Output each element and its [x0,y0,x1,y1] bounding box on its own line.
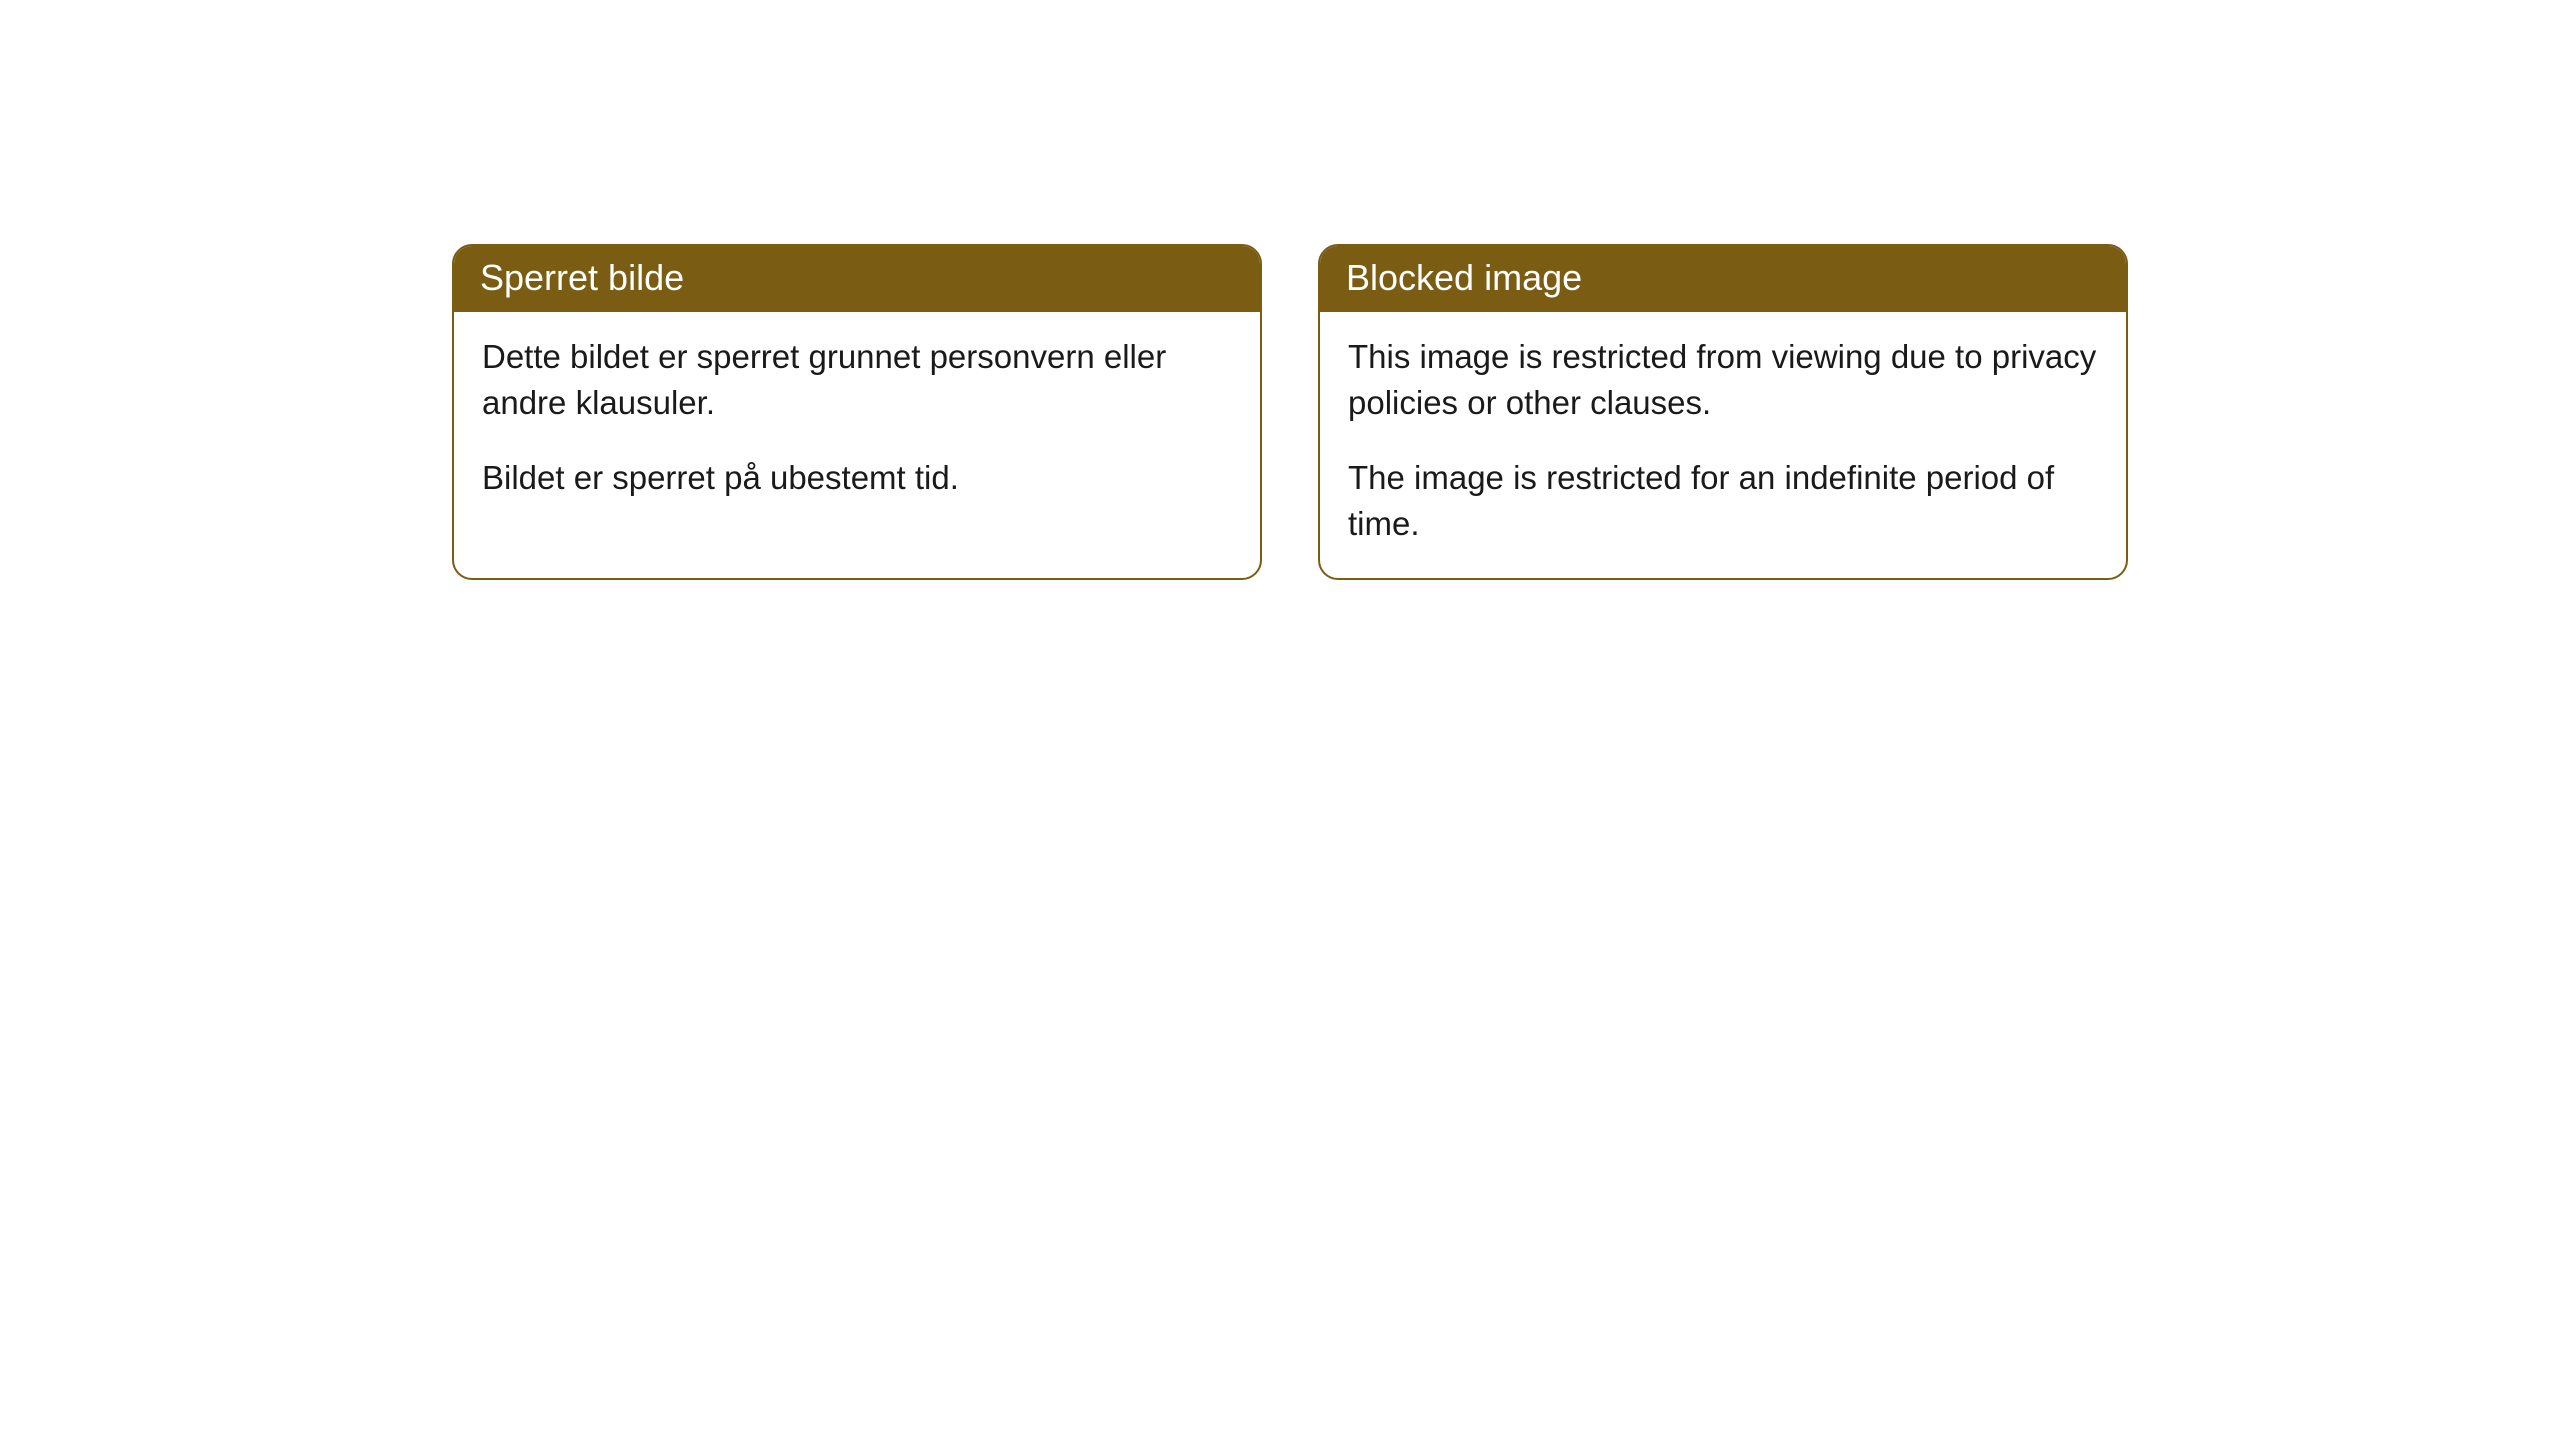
card-paragraph: Bildet er sperret på ubestemt tid. [482,455,1232,501]
card-paragraph: The image is restricted for an indefinit… [1348,455,2098,546]
card-body: Dette bildet er sperret grunnet personve… [454,312,1260,533]
card-title: Sperret bilde [480,257,684,298]
card-title: Blocked image [1346,257,1582,298]
card-body: This image is restricted from viewing du… [1320,312,2126,578]
card-header: Sperret bilde [454,246,1260,312]
card-header: Blocked image [1320,246,2126,312]
card-paragraph: Dette bildet er sperret grunnet personve… [482,334,1232,425]
blocked-image-card-norwegian: Sperret bilde Dette bildet er sperret gr… [452,244,1262,580]
card-paragraph: This image is restricted from viewing du… [1348,334,2098,425]
cards-container: Sperret bilde Dette bildet er sperret gr… [0,0,2560,580]
blocked-image-card-english: Blocked image This image is restricted f… [1318,244,2128,580]
